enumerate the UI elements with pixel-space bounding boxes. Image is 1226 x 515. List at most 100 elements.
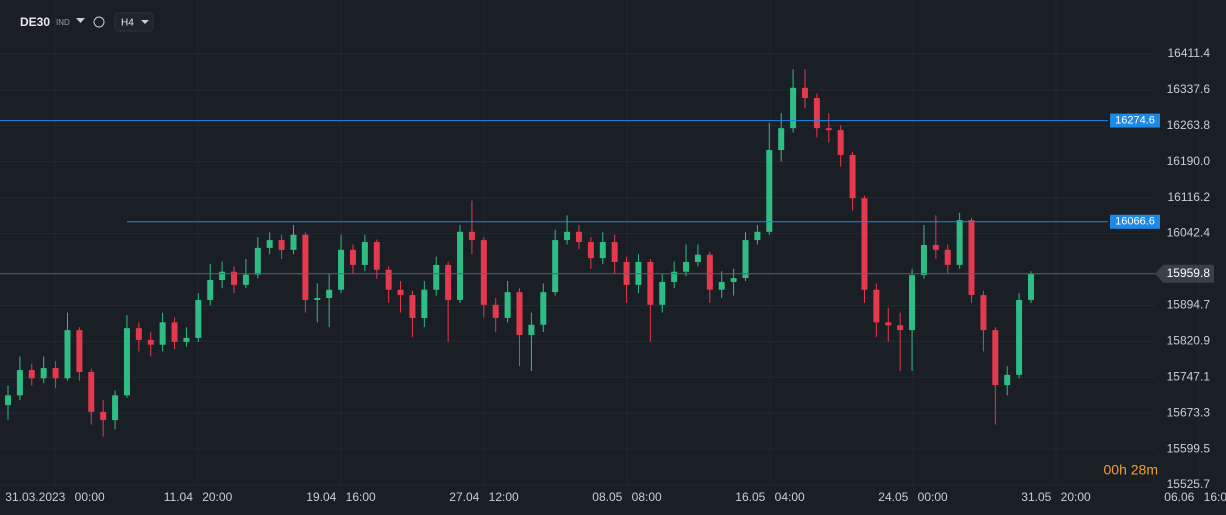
candle-body (28, 370, 35, 379)
candle-body (861, 198, 868, 290)
candle-body (778, 128, 785, 151)
candle-body (314, 297, 321, 300)
candle-body (100, 411, 107, 421)
symbol-dropdown[interactable] (76, 18, 85, 23)
candle-body (183, 337, 190, 342)
candle-body (944, 249, 951, 265)
x-tick-label: 31.05 20:00 (1021, 490, 1091, 504)
candle-body (671, 271, 678, 282)
candle-body (457, 231, 464, 300)
candle-body (385, 269, 392, 290)
current-price-label: 15959.8 (1167, 266, 1211, 280)
candle-body (504, 292, 511, 318)
candle-body (64, 330, 71, 379)
candle-body (207, 279, 214, 300)
x-tick-label: 24.05 00:00 (878, 490, 948, 504)
x-tick-label: 19.04 16:00 (306, 490, 376, 504)
candle-body (147, 339, 154, 345)
candle-body (159, 322, 166, 345)
candle-body (326, 289, 333, 298)
candle-body (849, 154, 856, 199)
y-tick-label: 15820.9 (1167, 334, 1211, 348)
candle-body (231, 271, 238, 285)
candle-body (338, 249, 345, 290)
timeframe[interactable]: H4 (121, 18, 134, 29)
candle-body (564, 231, 571, 241)
candle-body (718, 281, 725, 290)
candle-body (76, 330, 83, 372)
candle-body (290, 234, 297, 250)
y-tick-label: 15673.3 (1167, 405, 1211, 419)
candle-body (278, 240, 285, 250)
candle-body (421, 289, 428, 318)
x-tick-label: 08.05 08:00 (592, 490, 662, 504)
candle-body (968, 220, 975, 296)
candle-body (980, 295, 987, 331)
candle-body (16, 370, 23, 396)
candle-body (897, 325, 904, 331)
candle-body (766, 150, 773, 232)
candle-body (373, 242, 380, 270)
y-tick-label: 15599.5 (1167, 441, 1211, 455)
candle-body (1028, 273, 1034, 300)
price-level-tag (1110, 214, 1160, 229)
y-tick-label: 16411.4 (1168, 46, 1211, 60)
candle-body (242, 274, 249, 285)
candle-body (40, 368, 47, 379)
candle-countdown: 00h 28m (1104, 462, 1158, 478)
candle-body (611, 242, 618, 262)
y-tick-label: 16116.2 (1168, 190, 1211, 204)
x-tick-label: 06.06 16:00 (1164, 490, 1226, 504)
x-tick-label: 27.04 12:00 (449, 490, 519, 504)
candle-body (659, 281, 666, 305)
y-tick-label: 15525.7 (1167, 477, 1211, 491)
candle-body (754, 231, 761, 241)
candle-body (349, 249, 356, 265)
candle-body (1016, 299, 1023, 375)
candle-body (480, 240, 487, 305)
info-icon[interactable] (93, 16, 105, 28)
candles (5, 69, 1034, 437)
candle-body (909, 275, 916, 331)
candle-body (492, 304, 499, 318)
candle-body (801, 87, 808, 99)
candle-body (873, 289, 880, 323)
candle-body (992, 330, 999, 386)
candle-body (112, 395, 119, 421)
price-level-tag (1110, 113, 1160, 128)
candle-body (730, 278, 737, 282)
candle-body (683, 261, 690, 272)
candle-body (135, 328, 142, 340)
candle-body (1004, 374, 1011, 386)
candle-body (123, 328, 130, 396)
candle-body (552, 240, 559, 293)
candle-body (885, 322, 892, 326)
candle-body (468, 231, 475, 241)
candle-body (540, 292, 547, 325)
market: IND (56, 18, 70, 27)
y-tick-label: 15894.7 (1167, 298, 1211, 312)
y-tick-label: 16263.8 (1167, 118, 1211, 132)
candle-body (599, 242, 606, 259)
candle-body (397, 289, 404, 296)
x-tick-label: 11.04 20:00 (164, 490, 233, 504)
candle-body (266, 240, 273, 248)
y-tick-label: 15747.1 (1167, 369, 1211, 383)
candle-body (219, 271, 226, 280)
price-level-label: 16274.6 (1115, 114, 1155, 126)
timeframe-button[interactable] (114, 12, 154, 32)
candle-body (837, 130, 844, 155)
symbol[interactable]: DE30 (20, 15, 50, 29)
candle-body (5, 395, 11, 406)
candle-body (932, 244, 939, 250)
candle-body (647, 261, 654, 305)
candle-body (742, 240, 749, 279)
candle-body (706, 254, 713, 290)
candle-body (528, 324, 535, 335)
current-price-tag (1155, 264, 1214, 283)
timeframe-dropdown[interactable] (141, 20, 149, 24)
x-tick-label: 16.05 04:00 (735, 490, 805, 504)
candle-body (920, 244, 927, 276)
y-tick-label: 16337.6 (1167, 82, 1211, 96)
